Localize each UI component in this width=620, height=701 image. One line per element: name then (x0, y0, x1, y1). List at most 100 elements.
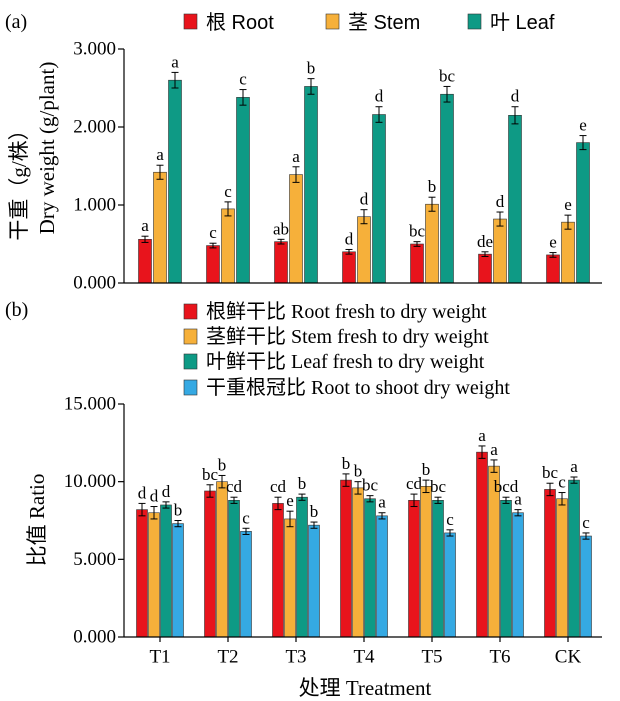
bar-stem-fresh-to-dry-weight-t3 (284, 518, 296, 638)
significance-label: bc (202, 465, 219, 484)
bar-root-to-shoot-dry-weight-t5 (444, 532, 456, 638)
significance-label: c (582, 513, 590, 532)
bar-root-fresh-to-dry-weight-t2 (204, 490, 216, 638)
legend-label-leaf-fresh-dry: 叶鲜干比 Leaf fresh to dry weight (206, 350, 485, 373)
bar-stem-fresh-to-dry-weight-t4 (352, 487, 364, 638)
legend-swatch-stem (325, 13, 340, 30)
bar-stem-t6 (493, 218, 507, 284)
bar-root-to-shoot-dry-weight-t4 (376, 515, 388, 638)
y-tick-label: 3.000 (73, 39, 116, 60)
bar-group-ck: eee (546, 116, 590, 284)
bar-leaf-fresh-to-dry-weight-t3 (296, 496, 308, 638)
bar-leaf-t1 (168, 79, 182, 284)
bar-group-t2: bc b cd c (202, 455, 252, 638)
bar-root-t2 (206, 245, 220, 284)
significance-label: c (446, 510, 454, 529)
x-tick-label: T4 (353, 647, 375, 668)
significance-label: bcd (494, 477, 519, 496)
bar-root-to-shoot-dry-weight-t3 (308, 524, 320, 638)
bar-root-fresh-to-dry-weight-t5 (408, 500, 420, 638)
legend-swatch-root-fresh-dry (183, 303, 198, 320)
legend-label-leaf: 叶 Leaf (490, 11, 555, 34)
legend-swatch-root (183, 13, 198, 30)
significance-label: b (422, 460, 431, 479)
bar-stem-t1 (153, 171, 167, 284)
panel-b-tag: (b) (5, 299, 28, 321)
x-axis-title: 处理 Treatment (299, 676, 432, 700)
legend-label-root: 根 Root (206, 11, 274, 34)
bar-leaf-t6 (508, 115, 522, 284)
y-tick-label: 1.000 (73, 195, 116, 216)
legend-swatch-leaf-fresh-dry (183, 353, 198, 370)
bar-leaf-fresh-to-dry-weight-t1 (160, 504, 172, 638)
bar-group-t1: d d db (136, 482, 184, 638)
significance-label: c (224, 182, 232, 201)
significance-label: b (174, 501, 183, 520)
significance-label: a (378, 493, 386, 512)
bar-root-to-shoot-dry-weight-t1 (172, 523, 184, 638)
bar-root-to-shoot-dry-weight-t2 (240, 531, 252, 638)
bar-root-t5 (410, 243, 424, 284)
significance-label: c (242, 508, 250, 527)
x-tick-label: T2 (217, 647, 238, 668)
bar-root-t6 (478, 253, 492, 284)
significance-label: e (564, 195, 572, 214)
bar-leaf-fresh-to-dry-weight-t5 (432, 500, 444, 638)
significance-label: a (478, 426, 486, 445)
x-tick-label: CK (555, 647, 582, 668)
y-tick-label: 15.000 (64, 394, 116, 415)
x-tick-label: T5 (421, 647, 442, 668)
y-tick-label: 0.000 (73, 273, 116, 294)
panel-a-legend: 根 Root 茎 Stem 叶 Leaf (183, 11, 555, 34)
legend-label-stem-fresh-dry: 茎鲜干比 Stem fresh to dry weight (206, 325, 489, 348)
significance-label: e (286, 491, 294, 510)
bar-root-t1 (138, 239, 152, 284)
significance-label: b (218, 455, 227, 474)
significance-label: d (345, 229, 354, 248)
significance-label: b (342, 454, 351, 473)
bar-group-t2: c c c (206, 70, 250, 284)
significance-label: bc (542, 463, 559, 482)
significance-label: bc (362, 476, 379, 495)
bar-root-t4 (342, 251, 356, 284)
bar-leaf-ck (576, 142, 590, 284)
panel-a-tag: (a) (5, 11, 27, 33)
y-tick-label: 10.000 (64, 471, 116, 492)
bar-root-fresh-to-dry-weight-t6 (476, 451, 488, 638)
significance-label: cd (226, 477, 243, 496)
significance-label: a (171, 52, 179, 71)
significance-label: d (150, 487, 159, 506)
legend-label-root-fresh-dry: 根鲜干比 Root fresh to dry weight (206, 300, 487, 323)
significance-label: bc (409, 222, 426, 241)
bar-group-t6: de d d (477, 87, 522, 284)
significance-label: bc (439, 66, 456, 85)
panel-a-ylabel-en: Dry weight (g/plant) (35, 62, 59, 235)
bar-stem-fresh-to-dry-weight-t1 (148, 512, 160, 638)
bar-leaf-fresh-to-dry-weight-t6 (500, 500, 512, 638)
significance-label: b (428, 177, 437, 196)
significance-label: a (570, 457, 578, 476)
significance-label: a (156, 145, 164, 164)
panel-b-legend: 根鲜干比 Root fresh to dry weight 茎鲜干比 Stem … (183, 300, 510, 399)
bar-root-fresh-to-dry-weight-t3 (272, 503, 284, 638)
significance-label: de (477, 232, 493, 251)
bar-root-ck (546, 254, 560, 284)
bar-stem-t4 (357, 216, 371, 284)
significance-label: bc (430, 477, 447, 496)
significance-label: ab (273, 219, 289, 238)
panel-a-plot-area: 0.0001.0002.0003.000aaacccababdddbcbbcde… (73, 39, 602, 294)
bar-root-fresh-to-dry-weight-ck (544, 489, 556, 638)
y-tick-label: 2.000 (73, 117, 116, 138)
bar-stem-ck (561, 221, 575, 284)
bar-root-fresh-to-dry-weight-t1 (136, 509, 148, 638)
significance-label: b (298, 474, 307, 493)
bar-leaf-t5 (440, 93, 454, 284)
significance-label: d (496, 192, 505, 211)
legend-label-root-shoot: 干重根冠比 Root to shoot dry weight (206, 376, 510, 399)
legend-label-stem: 茎 Stem (348, 11, 420, 34)
